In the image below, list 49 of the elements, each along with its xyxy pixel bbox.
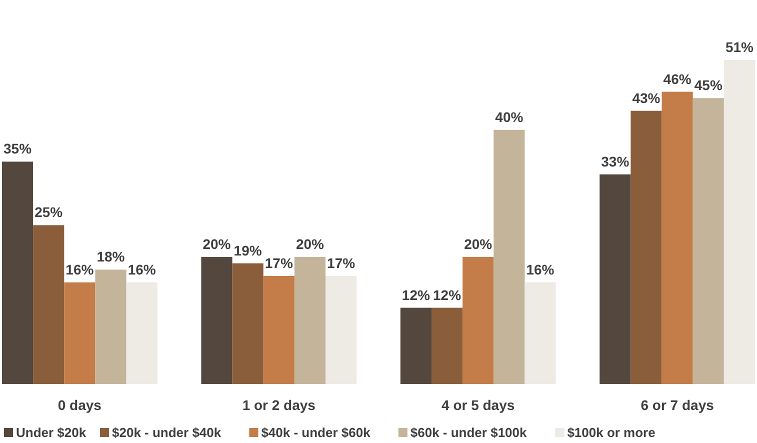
bar xyxy=(126,282,158,384)
bar xyxy=(33,225,64,384)
bar xyxy=(524,282,556,384)
bar xyxy=(201,256,232,384)
data-label: 20% xyxy=(202,236,232,252)
data-label: 20% xyxy=(464,236,493,252)
data-label: 46% xyxy=(663,70,692,87)
x-tick-label: 4 or 5 days xyxy=(442,397,515,413)
data-label: 43% xyxy=(632,90,661,106)
data-label: 12% xyxy=(433,286,462,303)
data-label: 17% xyxy=(264,255,294,271)
data-label: 33% xyxy=(601,153,630,170)
bar xyxy=(95,270,126,384)
bar xyxy=(600,174,631,384)
data-label: 35% xyxy=(4,140,32,157)
bar xyxy=(494,130,525,384)
data-label: 18% xyxy=(96,248,126,265)
bar xyxy=(662,92,693,384)
legend-label: $60k - under $100k xyxy=(410,425,528,440)
bar xyxy=(2,162,34,384)
bar xyxy=(724,60,756,384)
bar xyxy=(692,98,724,384)
legend-label: $100k or more xyxy=(567,425,656,440)
data-label: 40% xyxy=(495,108,524,125)
data-label: 20% xyxy=(296,236,325,252)
legend-label: $40k - under $60k xyxy=(261,425,372,440)
data-label: 51% xyxy=(725,39,754,55)
bar xyxy=(326,276,357,384)
data-label: 45% xyxy=(694,77,723,94)
bar xyxy=(462,256,494,384)
bar xyxy=(294,256,326,384)
bar xyxy=(431,308,463,384)
bar xyxy=(263,276,294,384)
data-label: 25% xyxy=(34,204,64,220)
legend-label: Under $20k xyxy=(16,425,87,440)
legend-label: $20k - under $40k xyxy=(112,425,222,440)
data-label: 16% xyxy=(526,261,555,278)
bar xyxy=(630,110,662,384)
x-tick-label: 0 days xyxy=(58,397,102,413)
data-label: 12% xyxy=(402,286,431,303)
bar xyxy=(232,263,264,384)
data-label: 16% xyxy=(66,261,94,278)
data-label: 17% xyxy=(327,255,356,271)
bar xyxy=(64,282,96,384)
data-label: 19% xyxy=(234,242,262,258)
x-tick-label: 1 or 2 days xyxy=(242,397,316,413)
x-tick-label: 6 or 7 days xyxy=(640,397,714,413)
bar xyxy=(400,308,432,384)
data-label: 16% xyxy=(128,261,156,278)
